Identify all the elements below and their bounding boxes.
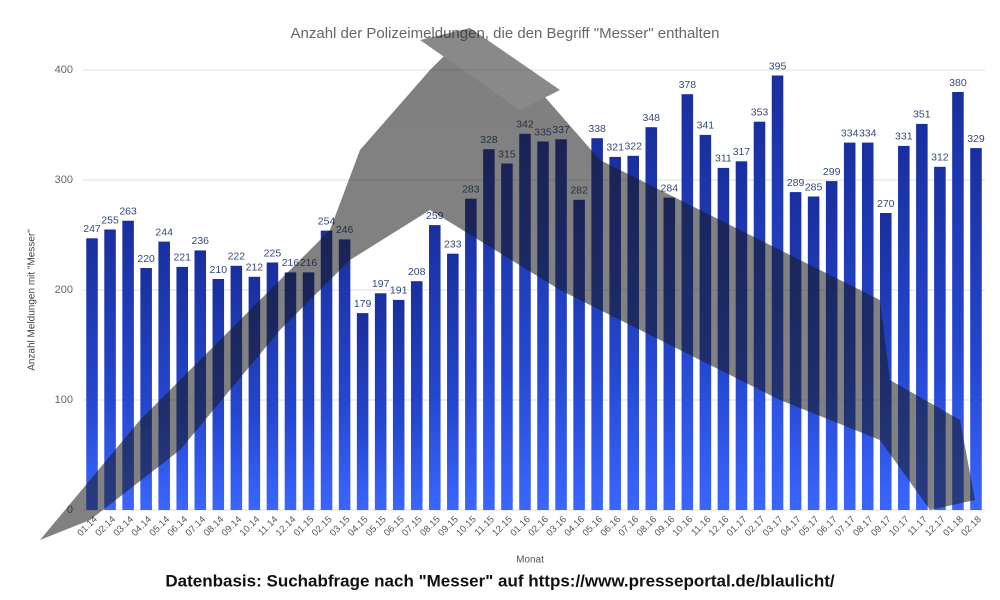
value-label: 311 xyxy=(715,153,732,165)
bar xyxy=(537,141,549,510)
value-label: 334 xyxy=(859,127,877,139)
value-label: 210 xyxy=(210,264,228,276)
bar xyxy=(104,229,116,510)
value-label: 179 xyxy=(354,298,372,310)
x-tick-label: 02.18 xyxy=(959,514,984,539)
bar xyxy=(429,225,441,510)
value-label: 254 xyxy=(318,215,336,227)
x-tick-label: 10.16 xyxy=(671,514,696,539)
bar xyxy=(374,293,387,510)
bar xyxy=(410,281,423,510)
bar xyxy=(392,299,405,510)
bar xyxy=(284,272,297,510)
value-label: 329 xyxy=(967,133,985,145)
y-tick-label: 100 xyxy=(55,394,73,406)
value-label: 212 xyxy=(246,262,264,274)
bar xyxy=(356,313,369,510)
bar xyxy=(934,166,946,511)
value-label: 351 xyxy=(913,109,931,121)
knife-overlay xyxy=(40,28,975,540)
value-label: 321 xyxy=(606,142,624,154)
bar xyxy=(86,238,98,511)
bar xyxy=(555,139,567,511)
value-label: 263 xyxy=(119,205,137,217)
value-label: 331 xyxy=(895,131,913,143)
value-label: 334 xyxy=(841,127,859,139)
bar xyxy=(916,123,928,511)
value-label: 270 xyxy=(877,198,895,210)
value-label: 317 xyxy=(733,146,751,158)
bar xyxy=(591,138,603,510)
bar xyxy=(519,133,531,511)
value-label: 353 xyxy=(751,106,769,118)
value-label: 255 xyxy=(101,214,119,226)
bar xyxy=(447,253,459,510)
value-label: 312 xyxy=(931,152,949,164)
x-axis-label: Monat xyxy=(516,555,544,566)
y-axis-label: Anzahl Meldungen mit "Messer" xyxy=(27,229,38,371)
value-label: 191 xyxy=(390,285,408,297)
bar xyxy=(338,239,351,510)
value-label: 197 xyxy=(372,278,390,290)
value-label: 208 xyxy=(408,266,426,278)
value-label: 221 xyxy=(173,252,191,264)
y-tick-label: 400 xyxy=(55,64,73,76)
value-label: 348 xyxy=(642,112,660,124)
bar xyxy=(663,197,676,510)
value-label: 244 xyxy=(155,226,173,238)
value-label: 236 xyxy=(191,235,209,247)
x-tick-label: 10.17 xyxy=(887,514,912,539)
bar xyxy=(320,230,333,510)
value-label: 299 xyxy=(823,166,841,178)
value-label: 284 xyxy=(661,182,679,194)
bar xyxy=(970,148,982,510)
bar xyxy=(573,199,585,511)
bar xyxy=(266,262,279,510)
value-label: 225 xyxy=(264,247,282,259)
bar xyxy=(952,92,964,510)
x-tick-label: 10.15 xyxy=(454,514,479,539)
value-label: 247 xyxy=(83,223,101,235)
value-label: 322 xyxy=(624,141,642,153)
bar xyxy=(483,149,495,510)
bar xyxy=(465,198,477,510)
bar xyxy=(122,220,134,510)
value-label: 395 xyxy=(769,60,787,72)
bar xyxy=(302,272,315,510)
bar xyxy=(158,241,170,510)
value-label: 285 xyxy=(805,181,823,193)
value-label: 220 xyxy=(137,253,155,265)
bar xyxy=(898,145,910,510)
bar xyxy=(609,156,621,510)
bar xyxy=(140,268,152,510)
value-label: 289 xyxy=(787,177,805,189)
bar xyxy=(501,163,513,510)
y-tick-label: 200 xyxy=(55,284,73,296)
value-label: 378 xyxy=(679,79,697,91)
value-label: 233 xyxy=(444,238,462,250)
bar xyxy=(627,155,639,511)
x-tick-label: 10.14 xyxy=(238,514,263,539)
value-label: 341 xyxy=(697,120,715,132)
chart-title: Anzahl der Polizeimeldungen, die den Beg… xyxy=(291,25,720,42)
bar xyxy=(248,276,261,510)
footer: Datenbasis: Suchabfrage nach "Messer" au… xyxy=(165,571,834,590)
value-label: 338 xyxy=(588,123,606,135)
bar xyxy=(230,265,243,510)
y-tick-label: 300 xyxy=(55,174,73,186)
value-label: 222 xyxy=(228,251,246,263)
value-label: 380 xyxy=(949,77,967,89)
